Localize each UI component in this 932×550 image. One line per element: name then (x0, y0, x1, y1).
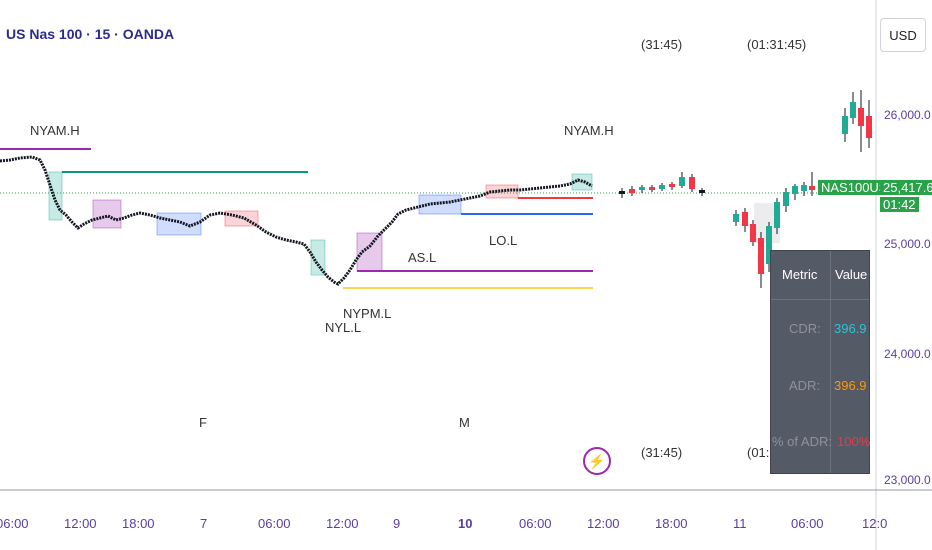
session-box-purple (92, 199, 122, 229)
candle (783, 192, 789, 206)
bar-countdown: 01:42 (880, 197, 919, 212)
session-box-blue (156, 212, 202, 236)
day-marker: M (459, 415, 470, 430)
candle (758, 238, 764, 274)
time-axis-label: 06:00 (0, 516, 29, 531)
session-box-green (310, 239, 326, 276)
metric-value: 396.9 (834, 321, 867, 336)
time-axis-label: 9 (393, 516, 400, 531)
table-divider (830, 251, 831, 473)
candle (659, 185, 665, 189)
price-axis-label: 26,000.0 (884, 108, 931, 122)
price-axis-label: 24,000.0 (884, 347, 931, 361)
time-axis-label: 12:0 (862, 516, 887, 531)
time-axis-label: 12:00 (326, 516, 359, 531)
time-axis-label: 06:00 (258, 516, 291, 531)
candle (766, 226, 772, 264)
session-label: NYL.L (325, 320, 361, 335)
candle (809, 186, 815, 190)
candle (801, 185, 807, 191)
candle (866, 116, 872, 138)
metric-table: Metric Value CDR: 396.9 ADR: 396.9 % of … (770, 250, 870, 474)
last-price-tag: 25,417.6 (880, 180, 932, 195)
session-box-green (48, 171, 63, 221)
symbol-price-tag: NAS100USD (818, 180, 900, 195)
candle (679, 177, 685, 186)
session-label: NYPM.L (343, 306, 391, 321)
header-metric: Metric (782, 267, 818, 282)
price-axis-label: 23,000.0 (884, 473, 931, 487)
session-label: NYAM.H (564, 123, 614, 138)
table-divider (771, 299, 869, 300)
session-label: NYAM.H (30, 123, 80, 138)
candle (792, 186, 798, 194)
metric-label: ADR: (789, 378, 821, 393)
candle (689, 177, 695, 189)
candle (850, 102, 856, 118)
candle (699, 190, 705, 193)
candle (733, 214, 739, 222)
metric-value: 100% (837, 434, 871, 449)
timer-label: (01:31:45) (747, 37, 806, 52)
time-axis-label: 18:00 (655, 516, 688, 531)
session-label: AS.L (408, 250, 436, 265)
candle (842, 116, 848, 134)
candle (639, 187, 645, 190)
session-box-purple (356, 232, 383, 272)
metric-label: CDR: (789, 321, 821, 336)
lightning-icon[interactable]: ⚡ (583, 447, 611, 475)
time-axis-label: 12:00 (64, 516, 97, 531)
day-marker: F (199, 415, 207, 430)
time-axis-label: 11 (733, 516, 747, 531)
candle (669, 184, 675, 187)
timer-label: (31:45) (641, 445, 682, 460)
symbol-title[interactable]: US Nas 100 · 15 · OANDA (6, 26, 175, 42)
time-axis-label: 18:00 (122, 516, 155, 531)
time-axis-label: 12:00 (587, 516, 620, 531)
time-axis-label: 7 (200, 516, 207, 531)
timer-label: (01:3 (747, 445, 777, 460)
currency-button[interactable]: USD (880, 18, 926, 52)
candle (742, 212, 748, 226)
time-axis-label: 10 (458, 516, 472, 531)
price-series (0, 155, 593, 286)
time-axis-label: 06:00 (791, 516, 824, 531)
candle (629, 189, 635, 193)
timer-label: (31:45) (641, 37, 682, 52)
candle (750, 224, 756, 242)
candle (649, 187, 655, 190)
price-axis-label: 25,000.0 (884, 237, 931, 251)
header-value: Value (835, 267, 868, 282)
time-axis-label: 06:00 (519, 516, 552, 531)
candle (619, 191, 625, 194)
session-label: LO.L (489, 233, 517, 248)
candle (774, 202, 780, 228)
metric-label: % of ADR: (772, 434, 832, 449)
candle (858, 108, 864, 126)
metric-value: 396.9 (834, 378, 867, 393)
